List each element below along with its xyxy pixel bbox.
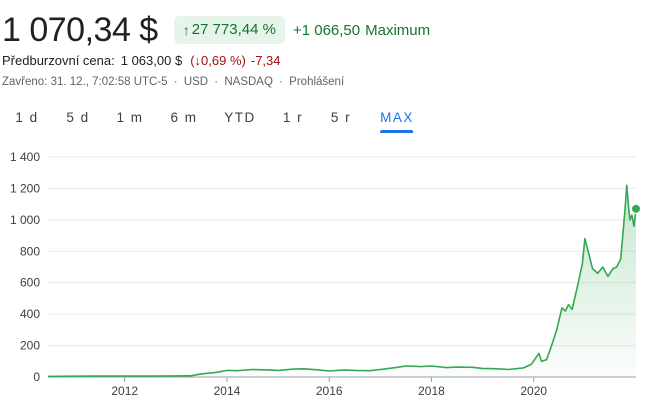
- range-tabs: 1 d 5 d 1 m 6 m YTD 1 r 5 r MAX: [0, 108, 430, 133]
- change-percent-badge: ↑ 27 773,44 %: [173, 16, 285, 44]
- premarket-change-percent: (↓0,69 %): [190, 53, 246, 68]
- y-tick-label: 800: [20, 244, 40, 258]
- period-label: Maximum: [365, 21, 431, 39]
- series-line: [47, 184, 637, 378]
- premarket-row: Předburzovní cena: 1 063,00 $ (↓0,69 %) …: [2, 52, 281, 70]
- series-area: [48, 185, 636, 377]
- y-tick-label: 200: [20, 339, 40, 353]
- y-tick-label: 1 400: [10, 150, 40, 164]
- arrow-down-icon: ↓: [194, 53, 202, 68]
- y-tick-label: 400: [20, 307, 40, 321]
- y-tick-label: 0: [33, 370, 40, 384]
- series: [47, 184, 641, 378]
- y-tick-label: 1 000: [10, 213, 40, 227]
- disclaimer-link[interactable]: Prohlášení: [289, 76, 345, 88]
- y-tick-label: 1 200: [10, 181, 40, 195]
- x-tick-label: 2018: [418, 384, 445, 398]
- arrow-up-icon: ↑: [182, 22, 190, 38]
- premarket-label: Předburzovní cena:: [2, 53, 115, 68]
- x-tick-label: 2012: [111, 384, 138, 398]
- exchange: NASDAQ: [224, 76, 273, 88]
- x-tick-label: 2020: [520, 384, 547, 398]
- meta-row: Zavřeno: 31. 12., 7:02:58 UTC-5 · USD · …: [2, 74, 347, 90]
- x-tick-label: 2016: [316, 384, 343, 398]
- premarket-pct-value: 0,69 %: [201, 53, 242, 68]
- tab-5r[interactable]: 5 r: [330, 110, 352, 125]
- change-percent: 27 773,44 %: [191, 21, 276, 38]
- tab-5d[interactable]: 5 d: [66, 110, 90, 125]
- current-price: 1 070,34 $: [2, 11, 158, 49]
- tab-1m[interactable]: 1 m: [116, 110, 144, 125]
- tab-1r[interactable]: 1 r: [282, 110, 304, 125]
- price-chart[interactable]: 0 200 400 600 800 1 000 1 200 1 400 2012 2014 2016…: [0, 145, 650, 413]
- meta-separator: ·: [214, 76, 219, 88]
- change-absolute: +1 066,50: [292, 21, 361, 39]
- currency: USD: [183, 76, 209, 88]
- tab-6m[interactable]: 6 m: [170, 110, 198, 125]
- meta-separator: ·: [173, 76, 178, 88]
- tab-ytd[interactable]: YTD: [224, 110, 256, 125]
- meta-separator: ·: [279, 76, 283, 88]
- price-row: 1 070,34 $ ↑ 27 773,44 % +1 066,50 Maxim…: [2, 10, 430, 50]
- closed-time: Zavřeno: 31. 12., 7:02:58 UTC-5: [2, 76, 168, 88]
- tab-max[interactable]: MAX: [380, 108, 414, 133]
- grid: [48, 156, 636, 378]
- last-point-marker: [631, 203, 641, 214]
- x-tick-label: 2014: [214, 384, 241, 398]
- premarket-change-absolute: -7,34: [250, 53, 281, 68]
- premarket-price: 1 063,00 $: [120, 53, 183, 68]
- tab-1d[interactable]: 1 d: [15, 110, 39, 125]
- axes: 0 200 400 600 800 1 000 1 200 1 400 2012 2014 2016…: [10, 150, 547, 398]
- y-tick-label: 600: [20, 276, 40, 290]
